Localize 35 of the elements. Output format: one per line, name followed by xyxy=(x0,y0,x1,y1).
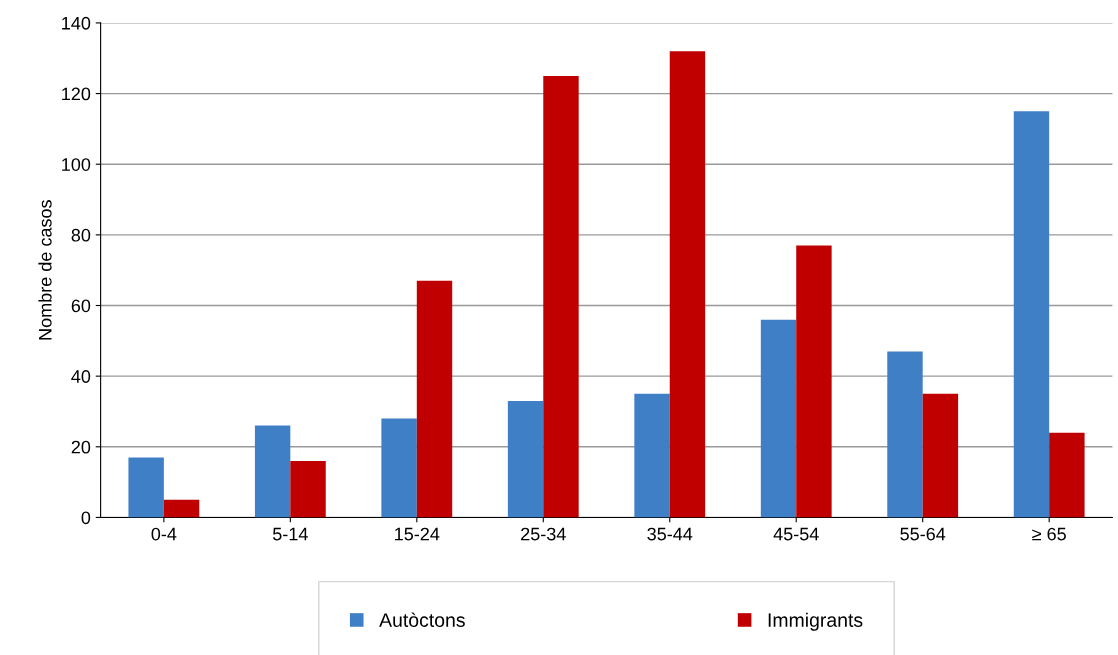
legend-label: Autòctons xyxy=(379,612,465,627)
bar xyxy=(922,393,959,518)
x-tick-label: 0-4 xyxy=(151,527,177,541)
x-tick-label: 15-24 xyxy=(395,527,440,541)
bar xyxy=(254,425,291,518)
bar xyxy=(128,457,164,518)
legend-label: Immigrants xyxy=(768,612,863,631)
bar xyxy=(163,499,200,518)
bar xyxy=(416,280,453,518)
x-tick-label: 5-14 xyxy=(272,527,308,541)
bar xyxy=(543,75,579,518)
bar xyxy=(1013,111,1050,518)
y-tick-label: 60 xyxy=(71,299,91,313)
y-tick-label: 140 xyxy=(62,16,91,30)
x-tick-label: ≥ 65 xyxy=(1032,527,1066,541)
y-tick-label: 20 xyxy=(71,440,91,454)
bar xyxy=(634,393,670,518)
x-tick-label: 55-64 xyxy=(900,527,946,541)
x-tick-label: 25-34 xyxy=(521,527,566,541)
bar xyxy=(290,460,326,518)
bar xyxy=(760,319,797,518)
bar xyxy=(507,400,544,518)
y-tick-label: 120 xyxy=(62,87,91,101)
bar xyxy=(887,351,923,518)
bar xyxy=(381,418,417,518)
y-tick-label: 80 xyxy=(71,228,91,242)
y-tick-label: 100 xyxy=(62,158,91,171)
y-tick-label: 40 xyxy=(71,370,91,383)
x-tick-label: 45-54 xyxy=(773,527,819,541)
x-tick-label: 35-44 xyxy=(647,527,693,541)
y-axis-title: Nombre de casos xyxy=(38,200,52,340)
bar xyxy=(1049,432,1085,518)
bar xyxy=(796,245,832,518)
bar xyxy=(669,51,706,518)
y-tick-label: 0 xyxy=(81,511,91,525)
